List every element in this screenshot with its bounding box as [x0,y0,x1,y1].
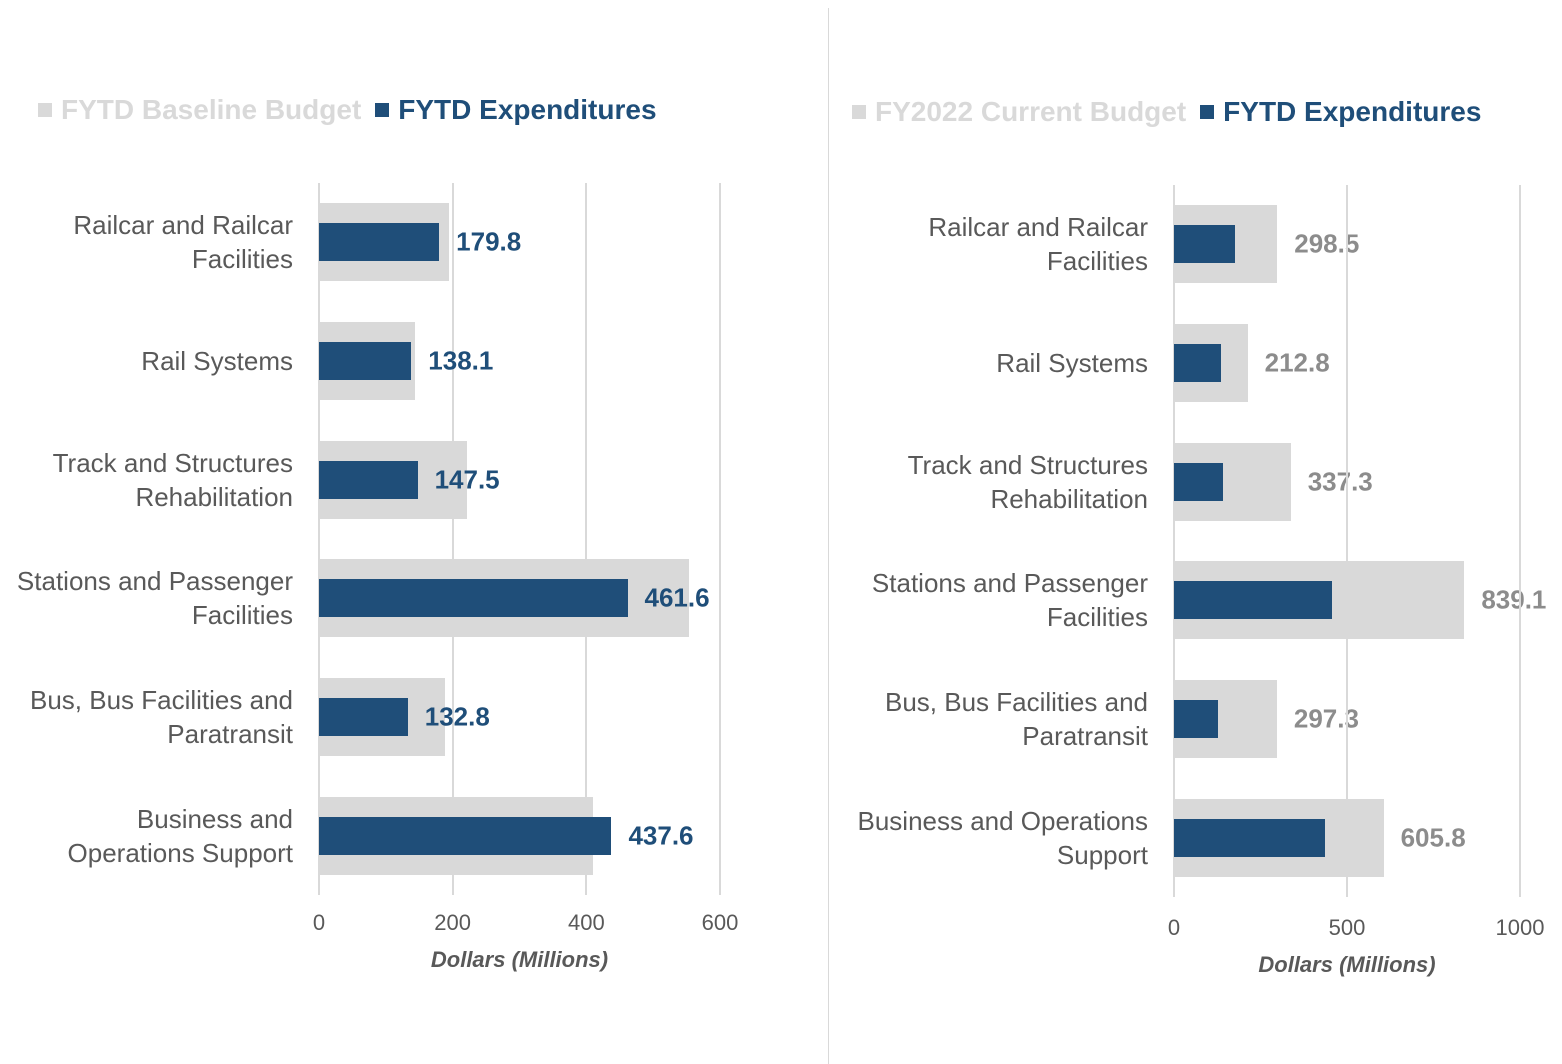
legend-label: FYTD Expenditures [1223,96,1482,127]
bar [1174,818,1325,857]
data-label: 297.3 [1293,703,1359,734]
grid-line [451,183,454,895]
legend-item: FY2022 Current Budget [852,96,1186,128]
data-label: 179.8 [456,226,522,257]
legend-swatch [852,105,866,119]
data-label: 337.3 [1307,466,1373,497]
x-tick-label: 500 [1328,915,1366,940]
data-label: 605.8 [1400,822,1466,853]
legend: FY2022 Current Budget FYTD Expenditures [852,96,1495,128]
y-tick-label: Bus, Bus Facilities and Paratransit [884,687,1148,751]
y-tick-label: Track and Structures Rehabilitation [52,447,293,512]
x-axis-title: Dollars (Millions) [1258,952,1436,977]
y-tick-label: Railcar and Railcar Facilities [73,210,293,275]
y-tick-label: Rail Systems [996,348,1148,378]
grid-line [719,183,721,895]
bar [1174,462,1224,501]
y-tick-label: Track and Structures Rehabilitation [907,449,1148,514]
y-tick-label: Stations and Passenger Facilities [871,568,1148,633]
data-label: 138.1 [428,345,494,376]
y-tick-label: Business and Operations Support [67,803,293,868]
legend-label: FYTD Expenditures [398,94,657,125]
bar [1174,344,1222,382]
grid-line [1519,185,1521,897]
legend-label: FY2022 Current Budget [875,96,1187,127]
data-label: 839.1 [1481,584,1547,615]
bar [319,816,612,855]
bar [319,579,628,618]
data-label: 461.6 [644,582,710,613]
data-label: 298.5 [1294,228,1360,259]
x-tick-label: 200 [434,910,472,935]
divider [828,8,829,1064]
bar [319,223,440,262]
x-tick-label: 0 [312,910,326,935]
x-axis-title: Dollars (Millions) [430,947,609,972]
legend-label: FYTD Baseline Budget [61,94,362,125]
legend: FYTD Baseline Budget FYTD Expenditures [38,94,671,126]
data-label: 132.8 [424,701,490,732]
bar [1174,225,1235,264]
bar [319,698,408,736]
x-tick-label: 600 [701,910,739,935]
y-tick-label: Rail Systems [141,346,293,376]
y-tick-label: Railcar and Railcar Facilities [928,212,1148,277]
data-label: 212.8 [1264,347,1330,378]
legend-swatch [375,103,390,117]
data-label: 437.6 [628,820,694,851]
grid-line [318,183,320,895]
bar [1174,700,1218,738]
x-tick-label: 1000 [1495,915,1545,940]
grid-line [585,183,588,895]
legend-item: FYTD Baseline Budget [38,94,361,126]
y-tick-label: Business and Operations Support [857,805,1148,870]
bar [319,342,412,380]
y-tick-label: Stations and Passenger Facilities [16,566,293,631]
grid-line [1346,185,1348,897]
data-label: 147.5 [434,464,500,495]
x-tick-label: 400 [567,910,605,935]
legend-item: FYTD Expenditures [375,94,657,126]
bar [319,460,418,499]
bar [1174,581,1333,620]
legend-swatch [38,103,52,117]
x-tick-label: 0 [1167,915,1181,940]
legend-item: FYTD Expenditures [1200,96,1481,128]
legend-swatch [1200,105,1215,119]
y-tick-label: Bus, Bus Facilities and Paratransit [29,685,293,749]
grid-line [1173,185,1175,897]
